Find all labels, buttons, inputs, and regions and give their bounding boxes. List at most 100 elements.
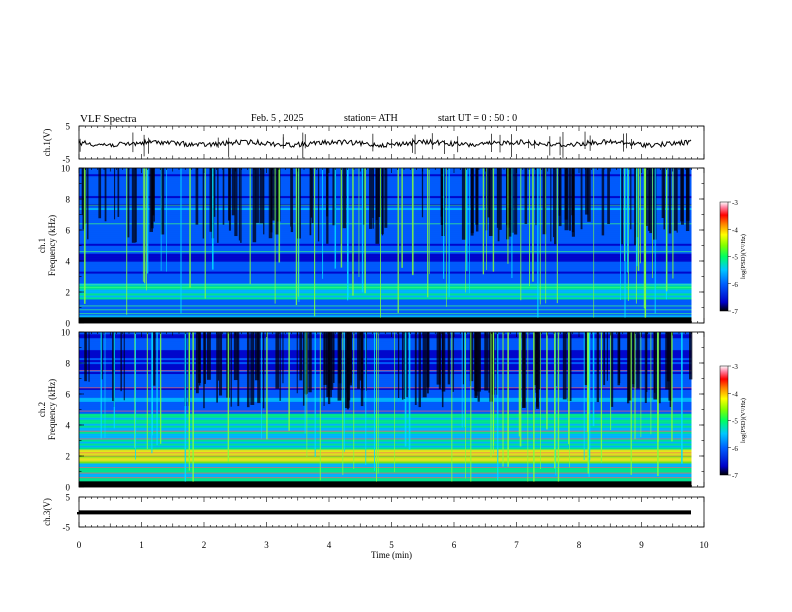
y-tick-label: 8: [66, 359, 71, 369]
spectral-gap: [508, 168, 512, 237]
spectral-gap: [475, 168, 479, 232]
start-time-label: start UT = 0 : 50 : 0: [438, 113, 518, 124]
frequency-band: [79, 473, 692, 476]
spectral-gap: [160, 168, 165, 235]
y-tick-label: 0: [66, 483, 71, 493]
frequency-band: [79, 459, 692, 462]
frequency-band: [79, 289, 692, 292]
spectral-gap: [310, 168, 313, 218]
frequency-band: [79, 465, 692, 468]
spectral-gap: [550, 168, 552, 242]
spectral-gap: [522, 332, 526, 408]
x-tick-label: 1: [139, 540, 144, 550]
spectral-gap: [206, 332, 211, 380]
spectral-gap: [326, 168, 329, 244]
frequency-band: [79, 249, 692, 252]
spectral-gap: [673, 168, 677, 231]
spectral-gap: [661, 168, 665, 218]
y-axis-label: ch.1: [37, 238, 47, 253]
spectral-gap: [562, 332, 567, 400]
frequency-band: [79, 451, 692, 454]
y-tick-label: 5: [66, 122, 71, 132]
frequency-band: [79, 431, 692, 434]
spectral-gap: [217, 168, 219, 243]
frequency-band: [79, 479, 692, 482]
spectral-gap: [596, 332, 600, 403]
spectral-gap: [246, 332, 250, 408]
spectral-gap: [290, 168, 294, 233]
spectral-gap: [669, 332, 672, 407]
frequency-band: [79, 241, 692, 244]
spectral-gap: [461, 168, 466, 240]
figure-title: VLF Spectra: [80, 113, 137, 125]
frequency-band: [79, 377, 692, 380]
colorbar-tick-label: -3: [732, 199, 738, 207]
spectral-gap: [647, 168, 651, 231]
frequency-band: [79, 445, 692, 448]
y-tick-label: 4: [66, 257, 71, 267]
y-tick-label: 6: [66, 226, 71, 236]
x-tick-label: 10: [700, 540, 710, 550]
frequency-band: [79, 231, 692, 234]
low-frequency-band: [79, 481, 692, 487]
spectral-gap: [630, 168, 632, 230]
spectral-gap: [477, 332, 481, 392]
frequency-band: [79, 397, 692, 400]
y-tick-label: 10: [61, 328, 71, 338]
spectral-gap: [311, 168, 314, 224]
frequency-band: [79, 475, 692, 478]
spectral-gap: [405, 332, 408, 397]
spectral-gap: [632, 332, 635, 385]
spectral-gap: [259, 168, 264, 224]
spectral-gap: [152, 168, 154, 215]
frequency-band: [79, 227, 692, 230]
frequency-band: [79, 291, 692, 294]
spectral-gap: [621, 168, 624, 245]
frequency-band: [79, 295, 692, 298]
frequency-band: [79, 379, 692, 382]
frequency-band: [79, 251, 692, 254]
spectral-gap: [536, 332, 539, 407]
spectral-gap: [663, 168, 666, 230]
frequency-band: [79, 393, 692, 396]
spectral-gap: [558, 168, 561, 216]
spectral-gap: [290, 168, 292, 227]
y-axis-label: Frequency (kHz): [47, 215, 57, 276]
frequency-band: [79, 365, 692, 369]
spectral-gap: [302, 332, 305, 406]
spectral-gap: [617, 332, 621, 386]
spectral-gap: [233, 332, 238, 381]
spectral-gap: [88, 332, 90, 382]
frequency-band: [79, 271, 692, 274]
spectral-gap: [499, 168, 502, 230]
y-tick-label: 4: [66, 421, 71, 431]
y-tick-label: 2: [66, 288, 71, 298]
frequency-band: [79, 253, 692, 256]
frequency-band: [79, 423, 692, 426]
spectral-gap: [127, 168, 130, 238]
spectral-gap: [422, 332, 427, 398]
ch2-spectrogram: [79, 332, 693, 488]
frequency-band: [79, 457, 692, 460]
colorbar-tick-label: -3: [732, 363, 738, 371]
spectral-gap: [377, 168, 381, 218]
y-tick-label: -5: [63, 155, 71, 165]
spectral-gap: [426, 332, 429, 394]
spectral-gap: [135, 168, 137, 243]
frequency-band: [79, 335, 692, 339]
frequency-band: [79, 463, 692, 466]
colorbar-tick-label: -5: [732, 418, 738, 426]
frequency-band: [79, 375, 692, 379]
spectral-gap: [644, 332, 647, 404]
spectral-gap: [350, 332, 352, 383]
frequency-band: [79, 461, 692, 464]
frequency-band: [79, 441, 692, 444]
spectral-gap: [228, 168, 231, 231]
frequency-band: [79, 405, 692, 408]
frequency-band: [79, 261, 692, 264]
spectral-gap: [603, 332, 606, 386]
frequency-band: [79, 233, 692, 236]
spectral-gap: [601, 168, 605, 236]
spectral-gap: [474, 332, 478, 392]
y-tick-label: 0: [66, 319, 71, 329]
